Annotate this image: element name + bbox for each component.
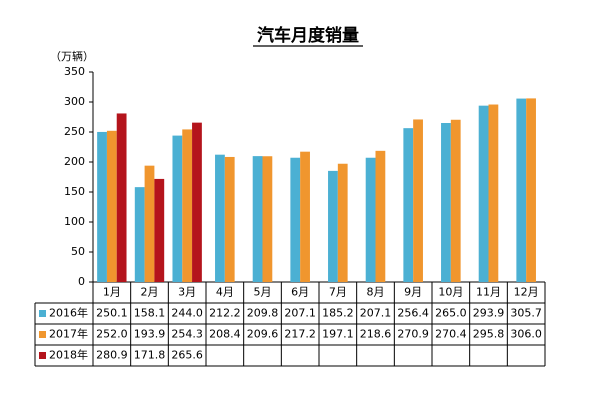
table-value: 270.9: [397, 328, 429, 341]
table-value: 305.7: [510, 307, 542, 320]
table-value: 208.4: [209, 328, 241, 341]
bar: [300, 151, 310, 282]
table-value: 209.6: [247, 328, 279, 341]
x-tick-label: 5月: [254, 286, 272, 299]
bar: [290, 157, 301, 282]
chart-title: 汽车月度销量: [257, 25, 359, 46]
table-value: 256.4: [397, 307, 429, 320]
x-tick-label: 8月: [367, 286, 385, 299]
y-tick-label: 250: [64, 125, 85, 138]
bar: [144, 165, 155, 282]
legend-swatch: [39, 331, 46, 338]
bar: [488, 104, 499, 283]
table-value: 265.0: [435, 307, 467, 320]
legend-label: 2016年: [49, 306, 88, 320]
table-value: 193.9: [134, 328, 166, 341]
bar: [154, 178, 165, 282]
bar: [526, 98, 536, 283]
bar: [403, 128, 414, 282]
y-axis-label: （万辆）: [50, 49, 94, 63]
table-value: 212.2: [209, 307, 241, 320]
bar: [182, 129, 193, 282]
bar: [441, 123, 451, 282]
x-tick-label: 3月: [178, 286, 196, 299]
bar: [252, 156, 263, 282]
table-value: 207.1: [360, 307, 392, 320]
table-value: 197.1: [322, 328, 354, 341]
table-value: 254.3: [171, 328, 203, 341]
table-value: 280.9: [96, 349, 128, 362]
bar: [172, 135, 183, 282]
y-tick-label: 200: [64, 155, 85, 168]
bar: [116, 113, 127, 283]
bar: [328, 170, 338, 282]
x-tick-label: 10月: [438, 286, 463, 299]
legend-label: 2018年: [49, 348, 88, 362]
y-tick-label: 0: [78, 275, 85, 288]
bar: [365, 157, 376, 282]
x-tick-label: 11月: [476, 286, 501, 299]
table-value: 171.8: [134, 349, 166, 362]
bar: [262, 156, 273, 282]
table-value: 185.2: [322, 307, 354, 320]
table-value: 306.0: [510, 328, 542, 341]
bar: [337, 163, 348, 282]
bar: [106, 130, 117, 282]
bar: [516, 98, 527, 282]
bar: [192, 122, 202, 282]
bar: [97, 131, 107, 282]
table-value: 217.2: [284, 328, 316, 341]
table-value: 270.4: [435, 328, 467, 341]
x-tick-label: 4月: [216, 286, 234, 299]
legend-swatch: [39, 352, 46, 359]
y-tick-label: 100: [64, 215, 85, 228]
table-value: 207.1: [284, 307, 316, 320]
bar: [375, 150, 386, 282]
bar: [478, 105, 489, 282]
x-tick-label: 9月: [404, 286, 422, 299]
bar: [134, 187, 145, 282]
x-tick-label: 7月: [329, 286, 347, 299]
table-value: 158.1: [134, 307, 166, 320]
x-tick-label: 6月: [291, 286, 309, 299]
legend-swatch: [39, 310, 46, 317]
table-value: 250.1: [96, 307, 128, 320]
bar: [215, 154, 225, 282]
table-value: 265.6: [171, 349, 203, 362]
table-value: 295.8: [473, 328, 505, 341]
y-tick-label: 50: [71, 245, 85, 258]
table-value: 252.0: [96, 328, 128, 341]
bar: [450, 119, 461, 282]
table-value: 209.8: [247, 307, 279, 320]
table-value: 218.6: [360, 328, 392, 341]
legend-label: 2017年: [49, 327, 88, 341]
y-tick-label: 150: [64, 185, 85, 198]
table-value: 244.0: [171, 307, 203, 320]
x-tick-label: 1月: [103, 286, 121, 299]
table-value: 293.9: [473, 307, 505, 320]
bar: [224, 156, 235, 282]
x-tick-label: 2月: [141, 286, 159, 299]
bar: [413, 119, 423, 283]
y-tick-label: 350: [64, 65, 85, 78]
x-tick-label: 12月: [514, 286, 539, 299]
y-tick-label: 300: [64, 95, 85, 108]
